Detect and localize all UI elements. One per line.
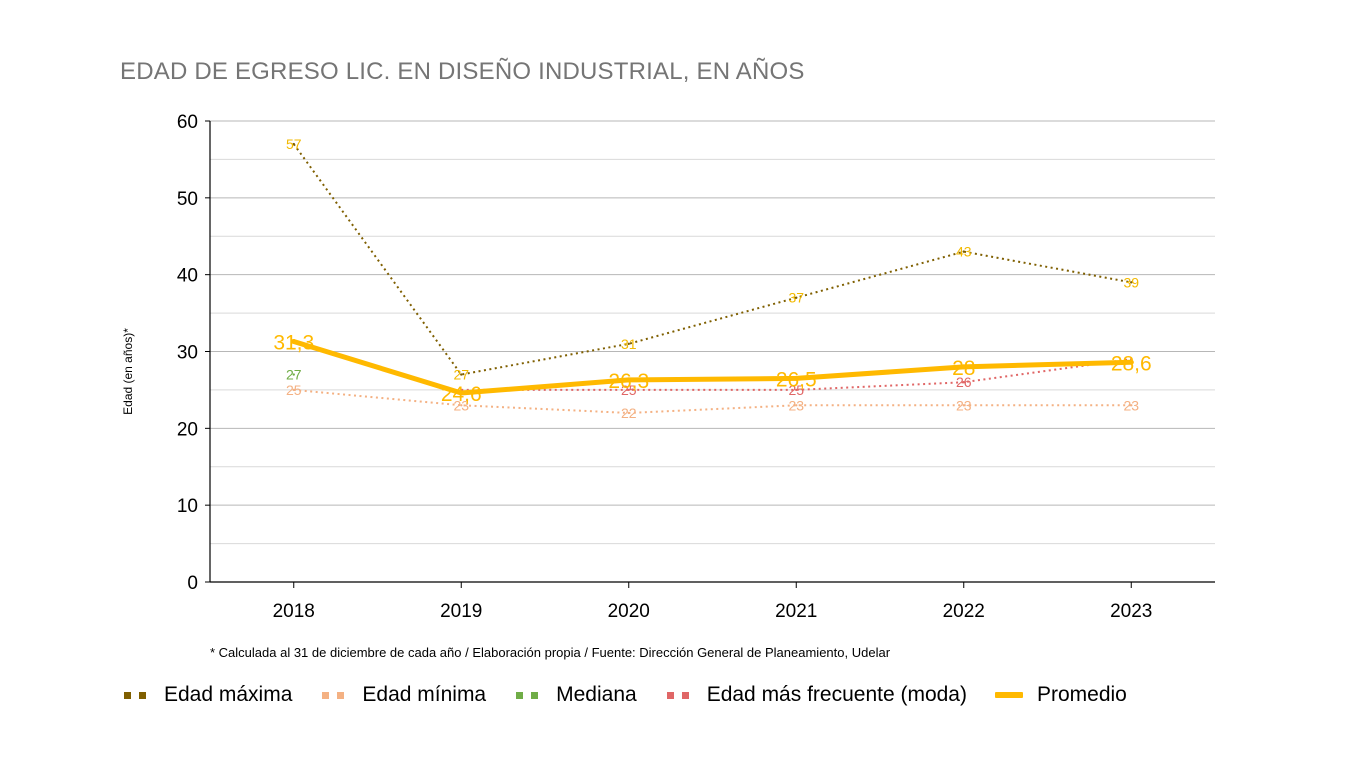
data-label-edad-maxima: 27 bbox=[453, 367, 469, 383]
data-point-edad-maxima bbox=[962, 250, 965, 253]
data-label-promedio: 31,3 bbox=[273, 332, 314, 355]
data-label-edad-minima: 23 bbox=[453, 397, 469, 413]
data-point-edad-maxima bbox=[460, 373, 463, 376]
data-label-edad-maxima: 31 bbox=[621, 336, 637, 352]
legend-swatch bbox=[665, 690, 693, 700]
legend-item-promedio: Promedio bbox=[994, 683, 1127, 707]
x-tick-label: 2023 bbox=[1110, 601, 1152, 622]
data-label-edad-maxima: 57 bbox=[286, 136, 302, 152]
data-label-edad-maxima: 43 bbox=[956, 244, 972, 260]
data-label-edad-mas-frecuente-moda: 25 bbox=[788, 382, 804, 398]
series-line-edad-maxima bbox=[292, 143, 1132, 376]
legend-swatch bbox=[994, 692, 1023, 698]
x-tick-label: 2020 bbox=[608, 601, 650, 622]
data-label-edad-minima: 22 bbox=[621, 405, 637, 421]
data-point-edad-maxima bbox=[292, 142, 295, 146]
y-tick-label: 10 bbox=[177, 496, 198, 517]
y-tick-label: 30 bbox=[177, 343, 198, 364]
line-chart: 0 10 20 30 40 50 60 2018 2019 2020 2021 2022 2023 Eda… bbox=[121, 112, 1215, 622]
chart-title: EDAD DE EGRESO LIC. EN DISEÑO INDUSTRIAL… bbox=[120, 58, 805, 85]
data-point-promedio bbox=[291, 339, 297, 345]
legend-swatch bbox=[514, 690, 542, 700]
legend-item-edad-maxima: Edad máxima bbox=[122, 683, 292, 707]
footnote: * Calculada al 31 de diciembre de cada a… bbox=[210, 645, 891, 660]
series-line-edad-minima bbox=[293, 388, 1132, 414]
data-point-edad-mas-frecuente-moda bbox=[962, 381, 965, 384]
x-tick-label: 2021 bbox=[775, 601, 817, 622]
data-point-edad-mas-frecuente-moda bbox=[627, 388, 630, 392]
data-point-edad-minima bbox=[627, 411, 630, 415]
x-tick-label: 2018 bbox=[273, 601, 315, 622]
series-line-edad-mas-frecuente-moda bbox=[461, 358, 1132, 391]
data-point-promedio bbox=[793, 375, 799, 381]
legend-item-edad-minima: Edad mínima bbox=[320, 683, 486, 707]
data-label-edad-mas-frecuente-moda: 25 bbox=[621, 382, 637, 398]
legend: Edad máxima Edad mínima Mediana Edad más fr… bbox=[122, 683, 1155, 707]
data-label-edad-mas-frecuente-moda: 26 bbox=[956, 374, 972, 390]
data-point-edad-minima bbox=[460, 404, 463, 407]
data-point-edad-minima bbox=[292, 388, 295, 392]
legend-swatch bbox=[122, 690, 150, 700]
data-point-promedio bbox=[1128, 359, 1134, 365]
legend-item-edad-mas-frecuente-moda: Edad más frecuente (moda) bbox=[665, 683, 967, 707]
data-label-edad-minima: 25 bbox=[286, 382, 302, 398]
legend-label: Promedio bbox=[1036, 683, 1127, 706]
data-label-promedio: 28 bbox=[952, 357, 975, 380]
y-tick-label: 50 bbox=[177, 189, 198, 210]
data-label-edad-minima: 23 bbox=[956, 397, 972, 413]
data-label-mediana: 27 bbox=[286, 367, 302, 383]
legend-swatch bbox=[320, 690, 348, 700]
data-label-promedio: 24,6 bbox=[441, 383, 482, 406]
data-point-edad-maxima bbox=[795, 296, 798, 299]
data-label-promedio: 26,5 bbox=[776, 368, 817, 391]
legend-label: Edad máxima bbox=[164, 683, 293, 706]
data-point-edad-mas-frecuente-moda bbox=[795, 388, 798, 392]
y-tick-label: 20 bbox=[177, 419, 198, 440]
legend-label: Edad más frecuente (moda) bbox=[706, 683, 967, 706]
data-label-promedio: 28,6 bbox=[1111, 352, 1152, 375]
data-point-edad-minima bbox=[1130, 404, 1133, 407]
legend-label: Edad mínima bbox=[362, 683, 487, 706]
series-line-promedio bbox=[291, 339, 1134, 396]
data-point-promedio bbox=[458, 390, 464, 396]
y-tick-label: 40 bbox=[177, 266, 198, 287]
data-label-edad-minima: 23 bbox=[788, 397, 804, 413]
x-tick-label: 2019 bbox=[440, 601, 482, 622]
y-tick-label: 60 bbox=[177, 112, 198, 133]
data-point-edad-minima bbox=[962, 404, 965, 407]
data-point-edad-minima bbox=[795, 404, 798, 407]
data-label-promedio: 26,3 bbox=[608, 370, 649, 393]
data-label-edad-maxima: 39 bbox=[1123, 274, 1139, 290]
data-point-edad-maxima bbox=[627, 342, 630, 346]
data-label-edad-maxima: 37 bbox=[788, 290, 804, 306]
legend-item-mediana: Mediana bbox=[514, 683, 637, 707]
data-point-mediana bbox=[292, 373, 295, 376]
x-tick-label: 2022 bbox=[943, 601, 985, 622]
data-point-promedio bbox=[626, 377, 632, 383]
legend-label: Mediana bbox=[556, 683, 637, 706]
data-label-edad-minima: 23 bbox=[1123, 397, 1139, 413]
data-point-promedio bbox=[961, 364, 967, 370]
y-tick-label: 0 bbox=[187, 573, 198, 594]
data-point-edad-maxima bbox=[1130, 281, 1133, 284]
y-axis-title: Edad (en años)* bbox=[121, 328, 135, 415]
